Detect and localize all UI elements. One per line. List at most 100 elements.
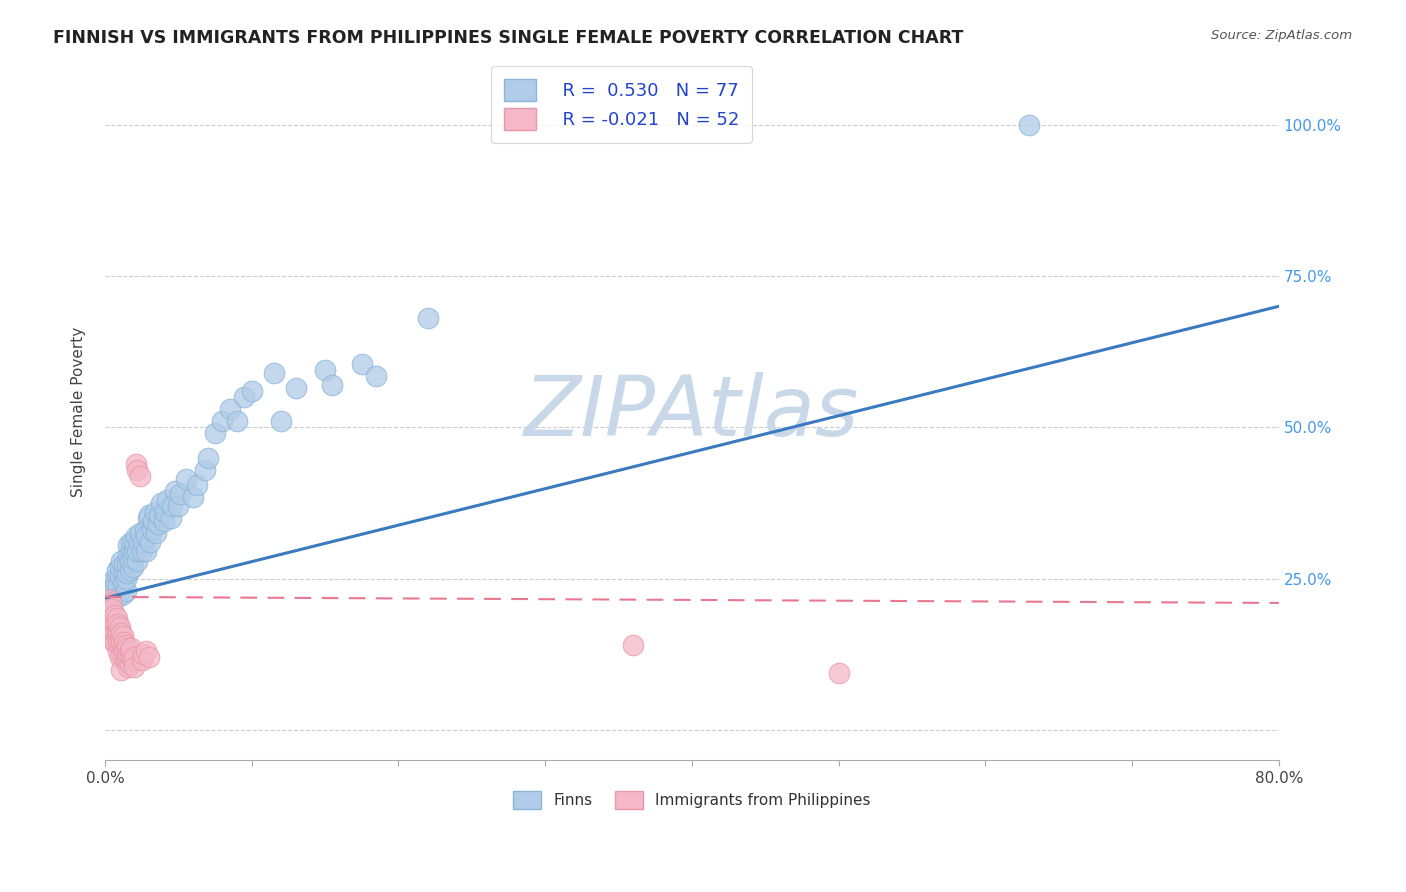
Point [122, 550, 145, 565]
Point [127, 553, 149, 567]
Point [114, 638, 136, 652]
Point [134, 523, 156, 537]
Point [108, 559, 131, 574]
Point [125, 529, 148, 543]
Point [122, 559, 145, 574]
Point [169, 487, 191, 501]
Point [132, 648, 155, 662]
Point [148, 508, 170, 523]
Point [112, 566, 135, 580]
Point [101, 611, 124, 625]
Point [124, 650, 146, 665]
Point [125, 457, 148, 471]
Point [118, 563, 141, 577]
Point [115, 557, 138, 571]
Point [115, 566, 138, 580]
Point [120, 650, 142, 665]
Point [101, 602, 124, 616]
Point [105, 568, 128, 582]
Point [111, 587, 134, 601]
Point [129, 526, 152, 541]
Point [114, 572, 136, 586]
Point [104, 626, 127, 640]
Point [111, 650, 134, 665]
Point [118, 553, 141, 567]
Legend: Finns, Immigrants from Philippines: Finns, Immigrants from Philippines [508, 785, 876, 815]
Point [117, 659, 139, 673]
Point [165, 483, 187, 498]
Point [131, 653, 153, 667]
Point [107, 617, 129, 632]
Point [104, 617, 127, 632]
Point [162, 499, 184, 513]
Point [115, 641, 138, 656]
Point [120, 641, 142, 656]
Point [104, 635, 127, 649]
Point [108, 620, 131, 634]
Point [131, 544, 153, 558]
Point [117, 648, 139, 662]
Point [174, 472, 197, 486]
Point [114, 650, 136, 665]
Text: ZIPAtlas: ZIPAtlas [524, 372, 859, 453]
Point [186, 478, 208, 492]
Point [103, 635, 125, 649]
Point [350, 357, 373, 371]
Point [105, 620, 128, 634]
Point [105, 629, 128, 643]
Point [141, 523, 163, 537]
Point [1018, 118, 1040, 132]
Point [263, 366, 285, 380]
Point [145, 526, 167, 541]
Point [128, 535, 150, 549]
Point [129, 468, 152, 483]
Point [226, 414, 249, 428]
Point [233, 390, 256, 404]
Point [115, 653, 138, 667]
Point [127, 463, 149, 477]
Point [160, 511, 183, 525]
Point [108, 638, 131, 652]
Point [142, 514, 165, 528]
Point [153, 505, 176, 519]
Point [621, 638, 644, 652]
Point [98, 590, 121, 604]
Point [114, 583, 136, 598]
Point [105, 611, 128, 625]
Point [112, 635, 135, 649]
Point [110, 553, 132, 567]
Point [122, 653, 145, 667]
Point [218, 402, 240, 417]
Point [108, 568, 131, 582]
Point [135, 529, 157, 543]
Point [111, 574, 134, 589]
Point [127, 544, 149, 558]
Point [118, 644, 141, 658]
Point [108, 629, 131, 643]
Point [211, 414, 233, 428]
Point [135, 644, 157, 658]
Point [103, 617, 125, 632]
Point [204, 426, 226, 441]
Point [120, 544, 142, 558]
Point [152, 514, 174, 528]
Point [112, 557, 135, 571]
Point [138, 650, 160, 665]
Point [118, 657, 141, 671]
Point [314, 363, 336, 377]
Point [104, 608, 127, 623]
Point [136, 511, 159, 525]
Point [284, 381, 307, 395]
Point [103, 626, 125, 640]
Point [107, 635, 129, 649]
Point [107, 644, 129, 658]
Point [124, 659, 146, 673]
Point [270, 414, 292, 428]
Point [100, 596, 122, 610]
Point [107, 590, 129, 604]
Point [156, 493, 179, 508]
Point [111, 629, 134, 643]
Point [104, 578, 127, 592]
Point [124, 535, 146, 549]
Point [146, 517, 169, 532]
